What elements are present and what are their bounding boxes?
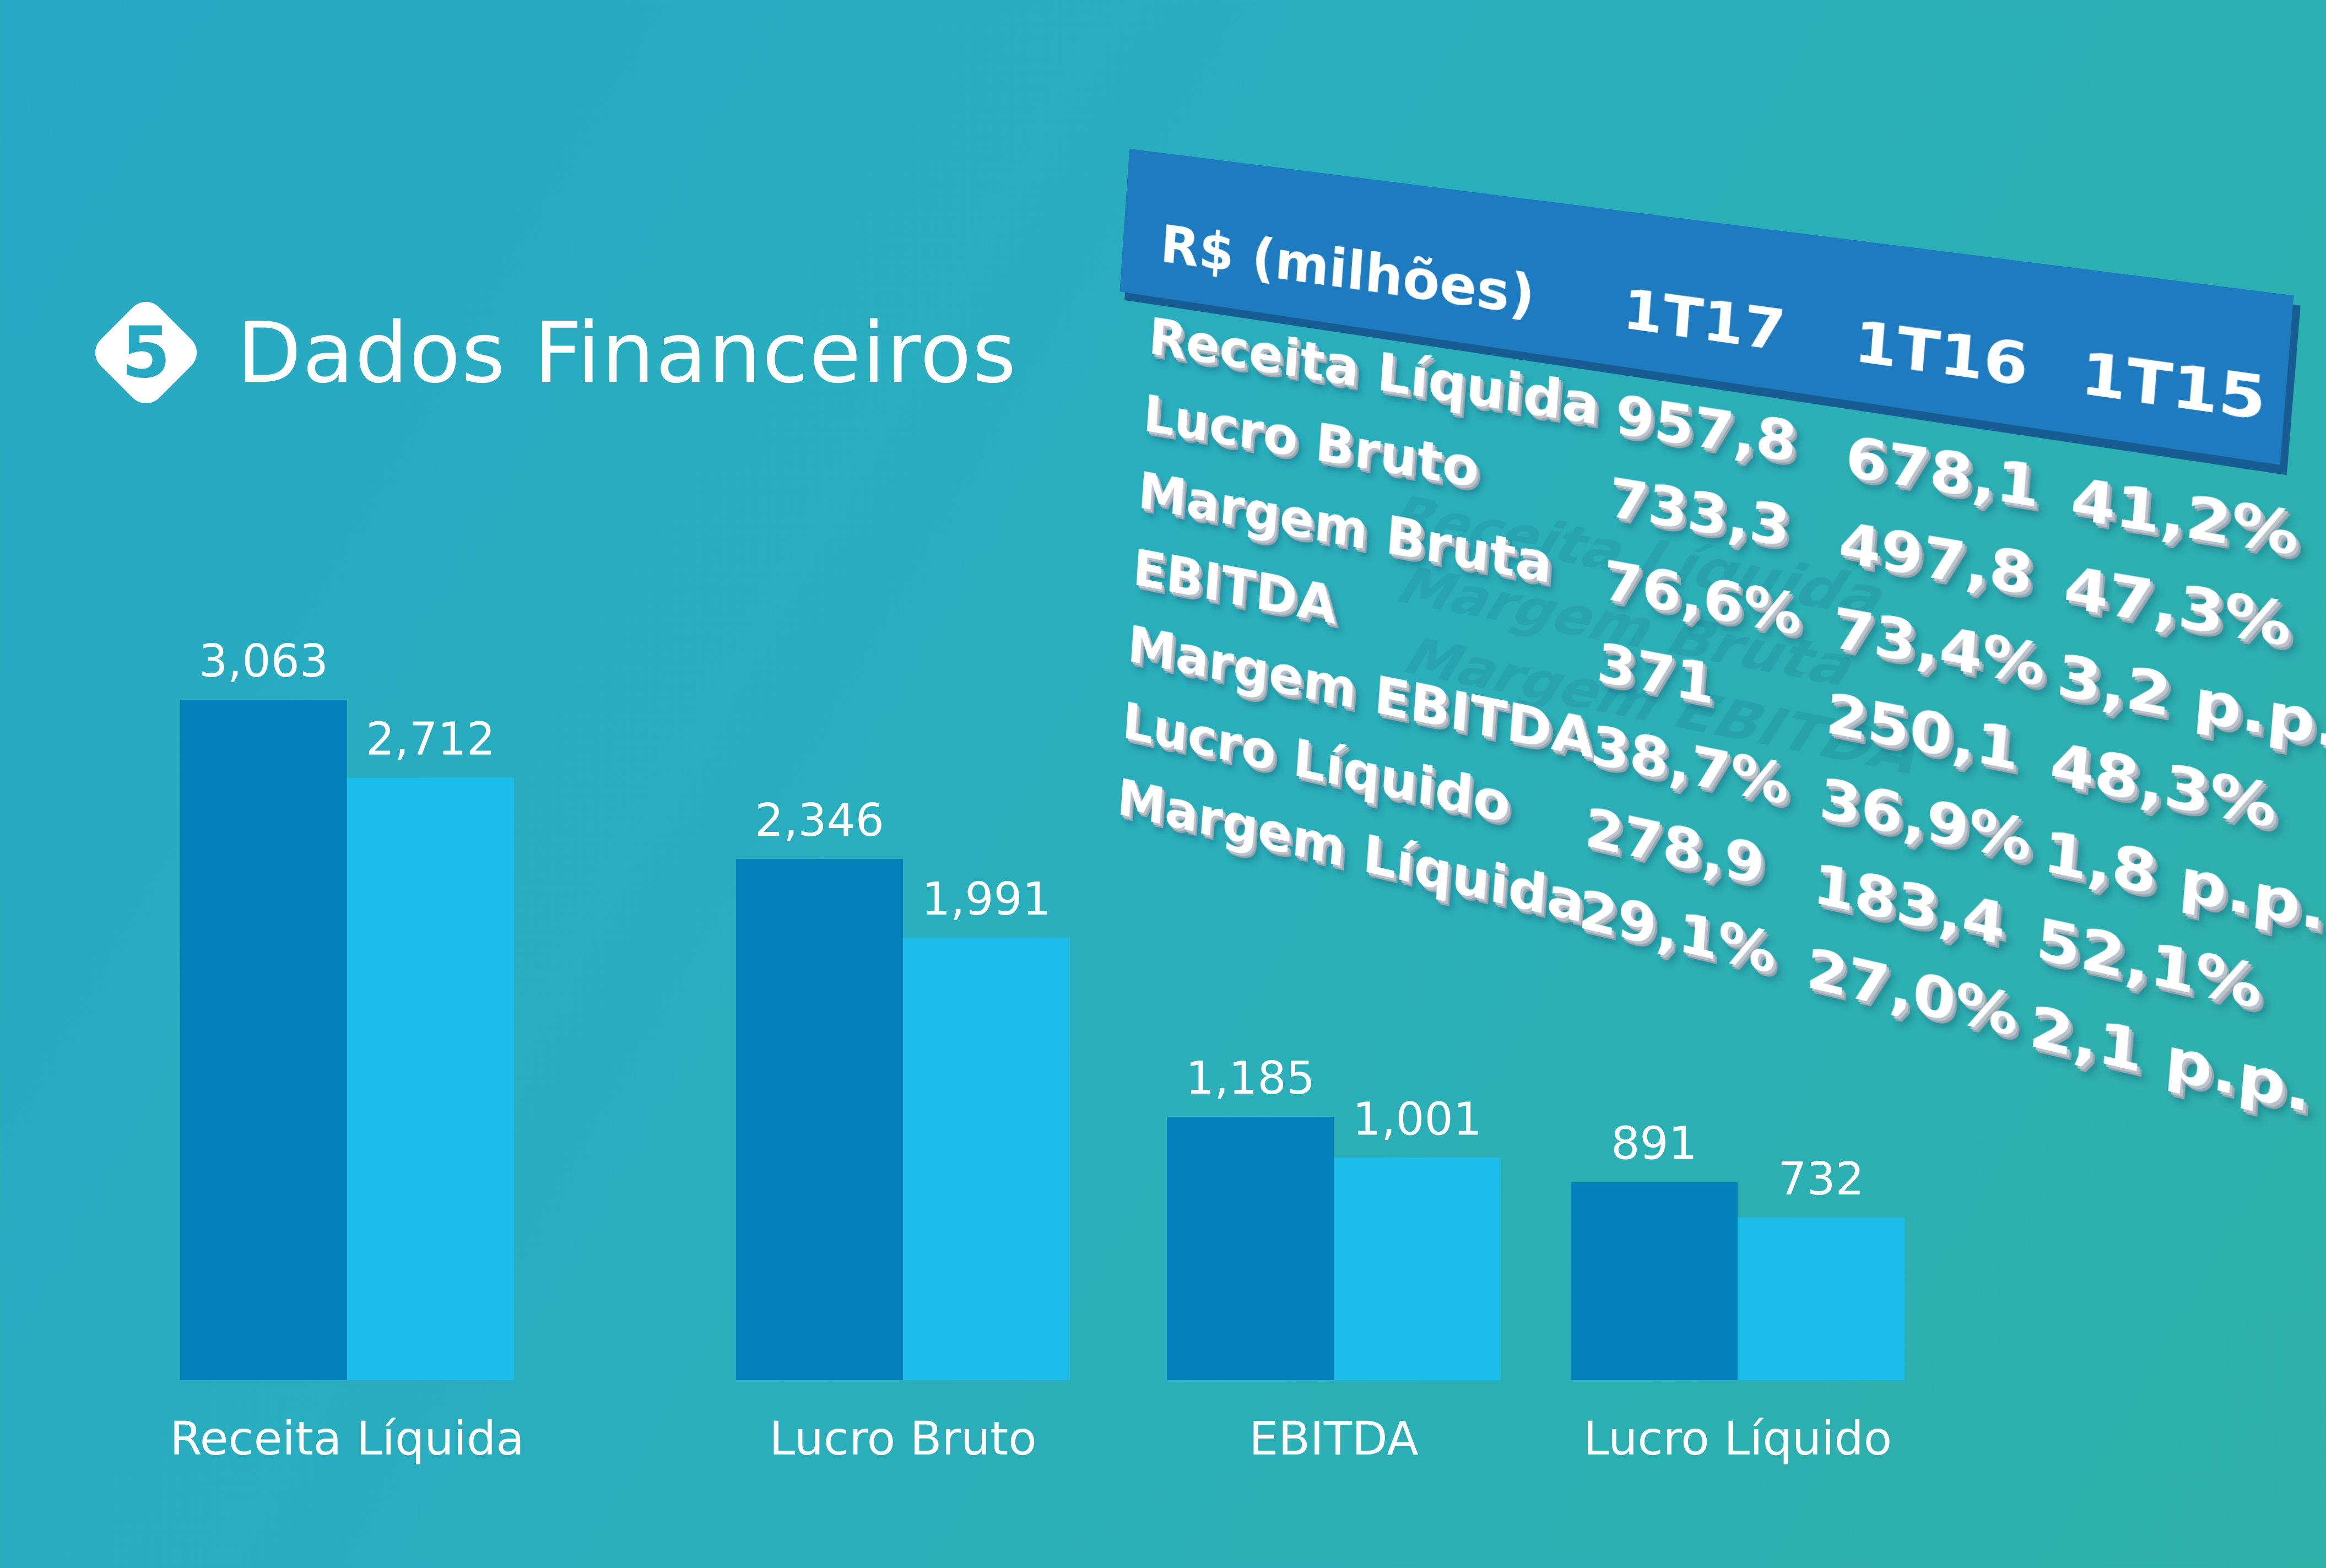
table-header-1t15: 1T15 xyxy=(2078,339,2269,434)
row-value-1t17: 278,9 xyxy=(1583,797,1767,899)
row-value-1t15: 48,3% xyxy=(2048,731,2280,842)
data-label: 2,346 xyxy=(755,794,884,847)
row-value-1t16: 73,4% xyxy=(1830,596,2048,700)
bar-receita-l-quida-series-2 xyxy=(347,778,514,1380)
bar-lucro-bruto-series-1 xyxy=(736,859,903,1380)
category-label: EBITDA xyxy=(1249,1412,1418,1466)
table-header-1t17: 1T17 xyxy=(1621,277,1788,364)
bar-ebitda-series-1 xyxy=(1167,1117,1334,1380)
category-label: Receita Líquida xyxy=(170,1412,524,1466)
data-label: 3,063 xyxy=(199,635,328,688)
table-header-1t16: 1T16 xyxy=(1852,309,2031,399)
bar-receita-l-quida-series-1 xyxy=(180,700,347,1380)
table-header-label: R$ (milhões) xyxy=(1159,214,1537,328)
bar-lucro-bruto-series-2 xyxy=(903,938,1070,1380)
row-value-1t17: 957,8 xyxy=(1613,384,1799,475)
bar-ebitda-series-2 xyxy=(1334,1158,1501,1380)
row-value-1t16: 183,4 xyxy=(1811,852,2008,959)
data-label: 1,991 xyxy=(922,873,1051,926)
category-label: Lucro Bruto xyxy=(769,1412,1036,1466)
data-label: 1,185 xyxy=(1186,1052,1315,1105)
row-value-1t16: 678,1 xyxy=(1843,425,2042,521)
category-label: Lucro Líquido xyxy=(1583,1412,1892,1466)
data-label: 2,712 xyxy=(366,713,495,766)
row-value-1t15: 47,3% xyxy=(2062,554,2294,661)
bar-lucro-l-quido-series-2 xyxy=(1738,1218,1905,1380)
bar-lucro-l-quido-series-1 xyxy=(1571,1182,1738,1380)
data-label: 1,001 xyxy=(1353,1093,1482,1145)
row-value-1t15: 41,2% xyxy=(2069,466,2302,570)
